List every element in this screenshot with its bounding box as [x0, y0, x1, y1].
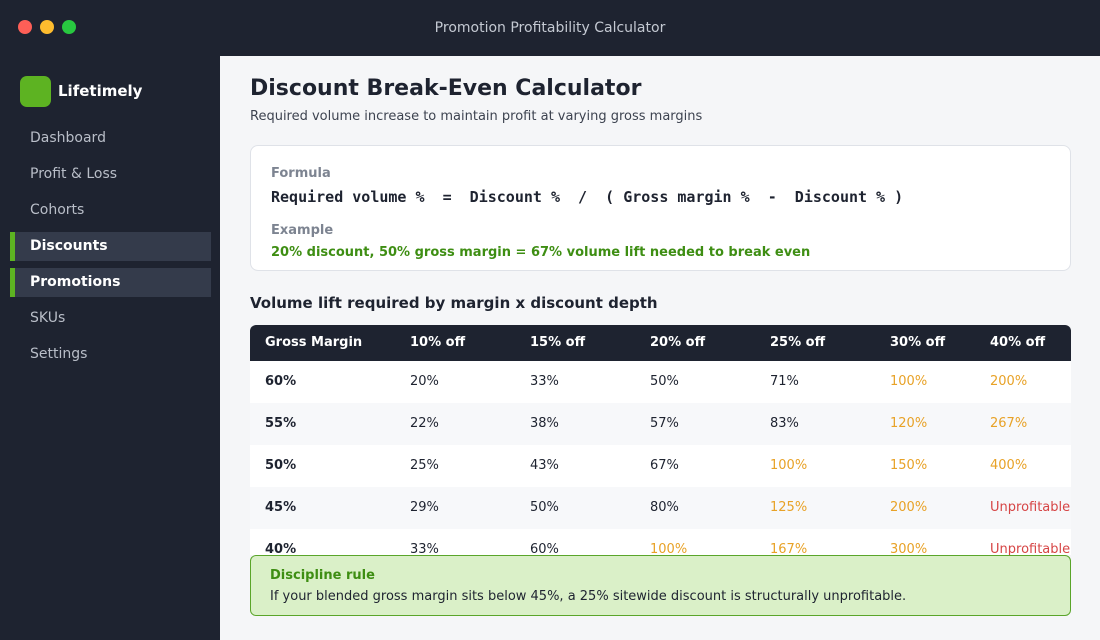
volume-lift-cell: 43%: [530, 458, 559, 473]
maximize-window-button[interactable]: [62, 20, 76, 34]
column-header: Gross Margin: [265, 335, 363, 350]
discipline-rule-card: Discipline rule If your blended gross ma…: [250, 555, 1071, 616]
brand-name: Lifetimely: [58, 82, 143, 100]
example-label: Example: [271, 223, 334, 238]
table-row: 60% 20% 33% 50% 71% 100% 200%: [250, 361, 1071, 403]
volume-lift-cell: 83%: [770, 416, 799, 431]
volume-lift-cell: 267%: [990, 416, 1028, 431]
main-content: Discount Break-Even Calculator Required …: [220, 56, 1100, 640]
page-subtitle: Required volume increase to maintain pro…: [250, 109, 703, 124]
table-row: 50% 25% 43% 67% 100% 150% 400%: [250, 445, 1071, 487]
volume-lift-cell: 33%: [530, 374, 559, 389]
volume-lift-cell: 100%: [890, 374, 928, 389]
volume-lift-cell: 400%: [990, 458, 1028, 473]
margin-cell: 45%: [265, 500, 297, 515]
volume-lift-cell: 125%: [770, 500, 808, 515]
volume-lift-cell: 67%: [650, 458, 679, 473]
volume-lift-table: Gross Margin 10% off 15% off 20% off 25% off…: [250, 325, 1071, 555]
margin-cell: 50%: [265, 458, 297, 473]
volume-lift-cell: 50%: [650, 374, 679, 389]
volume-lift-cell: 200%: [990, 374, 1028, 389]
margin-cell: 55%: [265, 416, 297, 431]
volume-lift-cell: 300%: [890, 542, 928, 555]
close-window-button[interactable]: [18, 20, 32, 34]
formula-card: Formula Required volume % = Discount % /…: [250, 145, 1071, 271]
column-header: 15% off: [530, 335, 586, 350]
volume-lift-cell: 22%: [410, 416, 439, 431]
rule-text: If your blended gross margin sits below …: [270, 589, 907, 604]
sidebar-item-dashboard[interactable]: Dashboard: [30, 130, 106, 146]
sidebar-item-cohorts[interactable]: Cohorts: [30, 202, 85, 218]
column-header: 20% off: [650, 335, 706, 350]
table-header: Gross Margin 10% off 15% off 20% off 25% off…: [250, 325, 1071, 361]
margin-cell: 60%: [265, 374, 297, 389]
column-header: 40% off: [990, 335, 1046, 350]
brand-logo-icon: [20, 76, 51, 107]
column-header: 30% off: [890, 335, 946, 350]
volume-lift-cell: 71%: [770, 374, 799, 389]
sidebar-item-settings[interactable]: Settings: [30, 346, 88, 362]
volume-lift-cell: 60%: [530, 542, 559, 555]
sidebar-item-skus[interactable]: SKUs: [30, 310, 66, 326]
formula-text: Required volume % = Discount % / ( Gross…: [271, 188, 904, 206]
volume-lift-cell: 33%: [410, 542, 439, 555]
volume-lift-cell: 50%: [530, 500, 559, 515]
sidebar-item-profit-loss[interactable]: Profit & Loss: [30, 166, 118, 182]
window-title: Promotion Profitability Calculator: [434, 20, 666, 36]
volume-lift-cell: 57%: [650, 416, 679, 431]
volume-lift-cell: Unprofitable: [990, 500, 1071, 515]
volume-lift-cell: 200%: [890, 500, 928, 515]
volume-lift-cell: 167%: [770, 542, 808, 555]
sidebar: Lifetimely Dashboard Profit & Loss Cohorts…: [0, 56, 220, 640]
minimize-window-button[interactable]: [40, 20, 54, 34]
column-header: 10% off: [410, 335, 466, 350]
table-row: 55% 22% 38% 57% 83% 120% 267%: [250, 403, 1071, 445]
volume-lift-cell: Unprofitable: [990, 542, 1071, 555]
volume-lift-cell: 100%: [770, 458, 808, 473]
volume-lift-cell: 80%: [650, 500, 679, 515]
volume-lift-cell: 25%: [410, 458, 439, 473]
rule-title: Discipline rule: [270, 568, 375, 583]
page-title: Discount Break-Even Calculator: [250, 76, 642, 101]
column-header: 25% off: [770, 335, 826, 350]
table-row: 45% 29% 50% 80% 125% 200% Unprofitable: [250, 487, 1071, 529]
volume-lift-cell: 20%: [410, 374, 439, 389]
volume-lift-cell: 100%: [650, 542, 688, 555]
volume-lift-cell: 29%: [410, 500, 439, 515]
formula-label: Formula: [271, 166, 331, 181]
volume-lift-cell: 150%: [890, 458, 928, 473]
table-title: Volume lift required by margin x discoun…: [250, 294, 658, 312]
table-row: 40% 33% 60% 100% 167% 300% Unprofitable: [250, 529, 1071, 555]
volume-lift-cell: 120%: [890, 416, 928, 431]
title-bar: Promotion Profitability Calculator: [0, 0, 1100, 56]
sidebar-item-promotions[interactable]: Promotions: [10, 268, 211, 297]
example-text: 20% discount, 50% gross margin = 67% vol…: [271, 245, 811, 260]
volume-lift-cell: 38%: [530, 416, 559, 431]
sidebar-item-discounts[interactable]: Discounts: [10, 232, 211, 261]
margin-cell: 40%: [265, 542, 297, 555]
